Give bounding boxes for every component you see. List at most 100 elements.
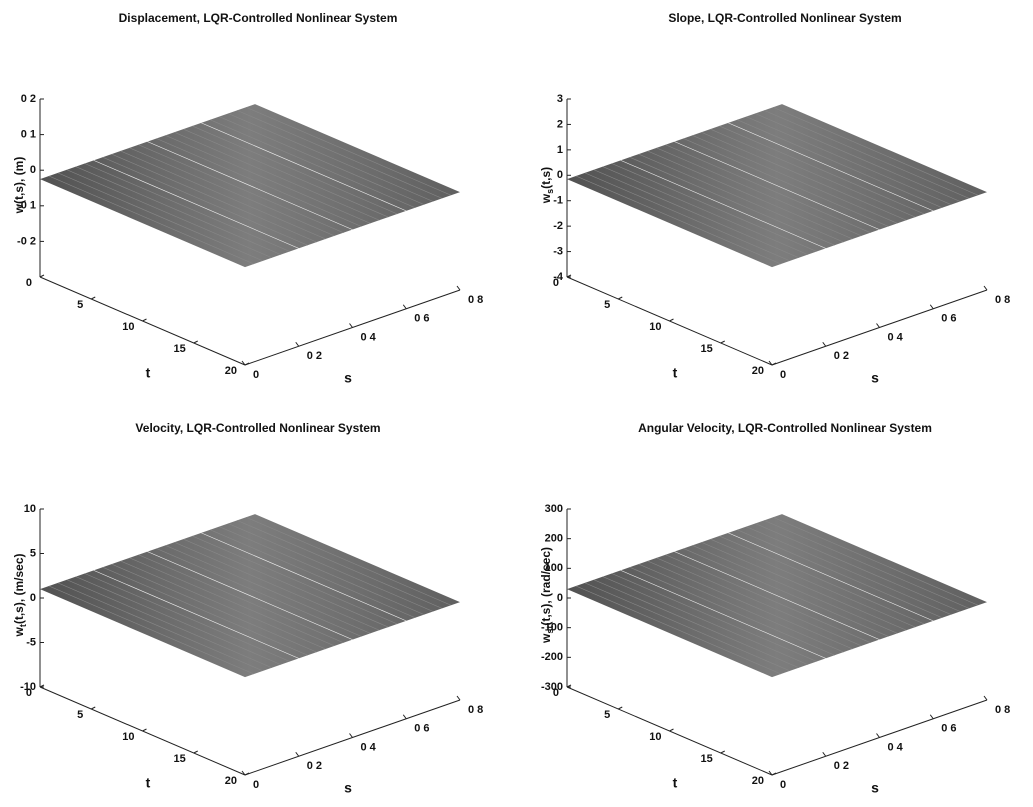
- z-label-part: (t,s), (m/sec): [12, 553, 26, 624]
- s-tick-label: 0 4: [361, 331, 377, 343]
- t-tick-label: 0: [26, 277, 32, 289]
- y-axis-label: t: [146, 365, 151, 381]
- t-tick-label: 5: [604, 299, 610, 311]
- s-tick: [877, 324, 880, 328]
- subplot: -4-3-2-101230510152000 20 40 60 8Slope, …: [539, 11, 1010, 386]
- t-tick-label: 20: [752, 775, 764, 787]
- z-tick-label: 300: [545, 503, 563, 515]
- s-tick: [930, 305, 933, 309]
- t-tick: [618, 707, 622, 709]
- z-label-part: w: [539, 633, 553, 644]
- z-tick-label: 0: [557, 169, 563, 181]
- z-label-part: w: [539, 193, 553, 204]
- s-tick: [350, 734, 353, 738]
- t-tick-label: 15: [174, 343, 186, 355]
- s-tick-label: 0: [253, 779, 259, 791]
- s-tick: [877, 734, 880, 738]
- t-tick-label: 15: [174, 753, 186, 765]
- t-tick: [91, 297, 95, 299]
- z-tick-label: 2: [557, 118, 563, 130]
- s-tick-label: 0 2: [307, 760, 322, 772]
- s-tick: [296, 342, 299, 346]
- s-tick-label: 0: [780, 369, 786, 381]
- t-tick: [143, 319, 147, 321]
- s-tick-label: 0 6: [941, 313, 956, 325]
- t-tick-label: 15: [701, 753, 713, 765]
- z-tick-label: 0: [30, 164, 36, 176]
- y-axis-label: t: [673, 775, 678, 791]
- t-tick-label: 5: [604, 709, 610, 721]
- t-tick-label: 10: [122, 321, 134, 333]
- x-axis-label: s: [344, 370, 352, 386]
- t-tick-label: 0: [553, 687, 559, 699]
- z-tick-label: 0: [30, 592, 36, 604]
- x-axis-label: s: [871, 780, 879, 796]
- t-tick: [721, 751, 725, 753]
- s-tick-label: 0 8: [468, 704, 483, 716]
- z-tick-label: 5: [30, 547, 36, 559]
- z-axis-label: w(t,s), (m): [12, 157, 26, 215]
- z-tick-label: 0: [557, 592, 563, 604]
- s-tick: [984, 286, 987, 290]
- t-tick-label: 20: [225, 775, 237, 787]
- s-tick-label: 0: [253, 369, 259, 381]
- t-tick: [91, 707, 95, 709]
- t-tick-label: 10: [649, 731, 661, 743]
- t-tick: [40, 275, 44, 277]
- z-axis-label: ws(t,s): [539, 167, 555, 204]
- z-label-part: w(t,s), (m): [12, 157, 26, 215]
- z-tick-label: 0 1: [21, 129, 36, 141]
- s-tick: [296, 752, 299, 756]
- z-tick-label: 0 2: [21, 93, 36, 105]
- s-tick: [403, 305, 406, 309]
- subplot: -300-200-10001002003000510152000 20 40 6…: [539, 421, 1010, 796]
- t-tick: [194, 341, 198, 343]
- s-tick-label: 0: [780, 779, 786, 791]
- z-tick-label: -2: [553, 220, 563, 232]
- z-tick-label: -200: [541, 651, 563, 663]
- s-tick-label: 0 6: [941, 723, 956, 735]
- s-tick: [930, 715, 933, 719]
- s-tick-label: 0 4: [361, 741, 377, 753]
- s-tick-label: 0 2: [834, 760, 849, 772]
- t-tick: [618, 297, 622, 299]
- s-tick-label: 0 8: [995, 704, 1010, 716]
- chart-title: Angular Velocity, LQR-Controlled Nonline…: [638, 421, 932, 435]
- z-tick-label: -5: [26, 636, 36, 648]
- chart-title: Velocity, LQR-Controlled Nonlinear Syste…: [135, 421, 380, 435]
- s-tick-label: 0 6: [414, 313, 429, 325]
- t-tick-label: 10: [122, 731, 134, 743]
- z-label-part: w: [12, 627, 26, 638]
- z-tick-label: 1: [557, 144, 563, 156]
- s-tick-label: 0 4: [888, 741, 904, 753]
- y-axis-label: t: [673, 365, 678, 381]
- figure: -0 2-0 100 10 20510152000 20 40 60 8Disp…: [0, 0, 1033, 807]
- s-tick-label: 0 2: [307, 350, 322, 362]
- t-tick-label: 5: [77, 709, 83, 721]
- s-tick-label: 0 6: [414, 723, 429, 735]
- t-tick: [143, 729, 147, 731]
- z-axis-label: wt(t,s), (m/sec): [12, 553, 28, 637]
- z-label-subscript: st: [545, 626, 555, 634]
- z-label-part: (t,s): [539, 167, 553, 189]
- s-tick: [823, 342, 826, 346]
- chart-title: Slope, LQR-Controlled Nonlinear System: [668, 11, 901, 25]
- t-tick: [670, 729, 674, 731]
- z-label-part: (t,s), (rad/sec): [539, 547, 553, 626]
- x-axis-label: s: [344, 780, 352, 796]
- t-tick-label: 20: [752, 365, 764, 377]
- t-tick-label: 10: [649, 321, 661, 333]
- s-tick-label: 0 4: [888, 331, 904, 343]
- s-tick: [457, 696, 460, 700]
- s-tick: [823, 752, 826, 756]
- page: -0 2-0 100 10 20510152000 20 40 60 8Disp…: [0, 0, 1033, 807]
- s-tick-label: 0 8: [995, 294, 1010, 306]
- t-tick-label: 0: [553, 277, 559, 289]
- t-tick-label: 0: [26, 687, 32, 699]
- t-tick: [721, 341, 725, 343]
- y-axis-label: t: [146, 775, 151, 791]
- s-tick: [457, 286, 460, 290]
- s-tick: [350, 324, 353, 328]
